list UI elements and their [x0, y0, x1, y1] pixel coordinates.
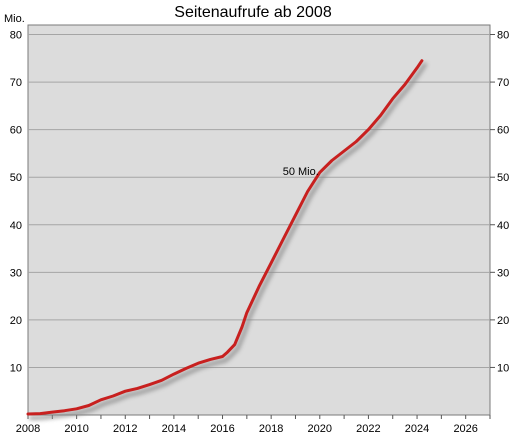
- y-tick-label-left: 80: [10, 30, 22, 42]
- x-tick-label: 2016: [210, 423, 234, 435]
- y-tick-label-right: 30: [497, 267, 509, 279]
- y-tick-label-right: 50: [497, 172, 509, 184]
- x-tick-label: 2010: [64, 423, 88, 435]
- y-tick-label-right: 70: [497, 77, 509, 89]
- y-tick-label-left: 70: [10, 77, 22, 89]
- y-tick-label-left: 40: [10, 220, 22, 232]
- y-tick-label-right: 10: [497, 362, 509, 374]
- y-tick-label-left: 20: [10, 315, 22, 327]
- y-tick-label-right: 40: [497, 220, 509, 232]
- y-tick-label-right: 20: [497, 315, 509, 327]
- y-tick-label-left: 60: [10, 125, 22, 137]
- x-tick-label: 2020: [308, 423, 332, 435]
- y-tick-label-right: 60: [497, 125, 509, 137]
- y-tick-label-left: 30: [10, 267, 22, 279]
- grid: [28, 34, 490, 368]
- plot-area: [27, 24, 491, 416]
- y-unit-label: Mio.: [4, 13, 25, 25]
- x-tick-label: 2012: [113, 423, 137, 435]
- chart-title: Seitenaufrufe ab 2008: [174, 4, 332, 21]
- x-tick-label: 2022: [356, 423, 380, 435]
- x-tick-label: 2024: [405, 423, 429, 435]
- series-layer: [26, 59, 427, 420]
- series-line-shadow: [29, 62, 427, 420]
- annotation-label: 50 Mio.: [283, 166, 319, 178]
- y-tick-label-left: 10: [10, 362, 22, 374]
- series-line-0: [26, 59, 424, 416]
- x-tick-label: 2026: [453, 423, 477, 435]
- x-tick-label: 2014: [162, 423, 186, 435]
- x-tick-label: 2018: [259, 423, 283, 435]
- y-tick-label-left: 50: [10, 172, 22, 184]
- x-tick-label: 2008: [16, 423, 40, 435]
- y-tick-label-right: 80: [497, 30, 509, 42]
